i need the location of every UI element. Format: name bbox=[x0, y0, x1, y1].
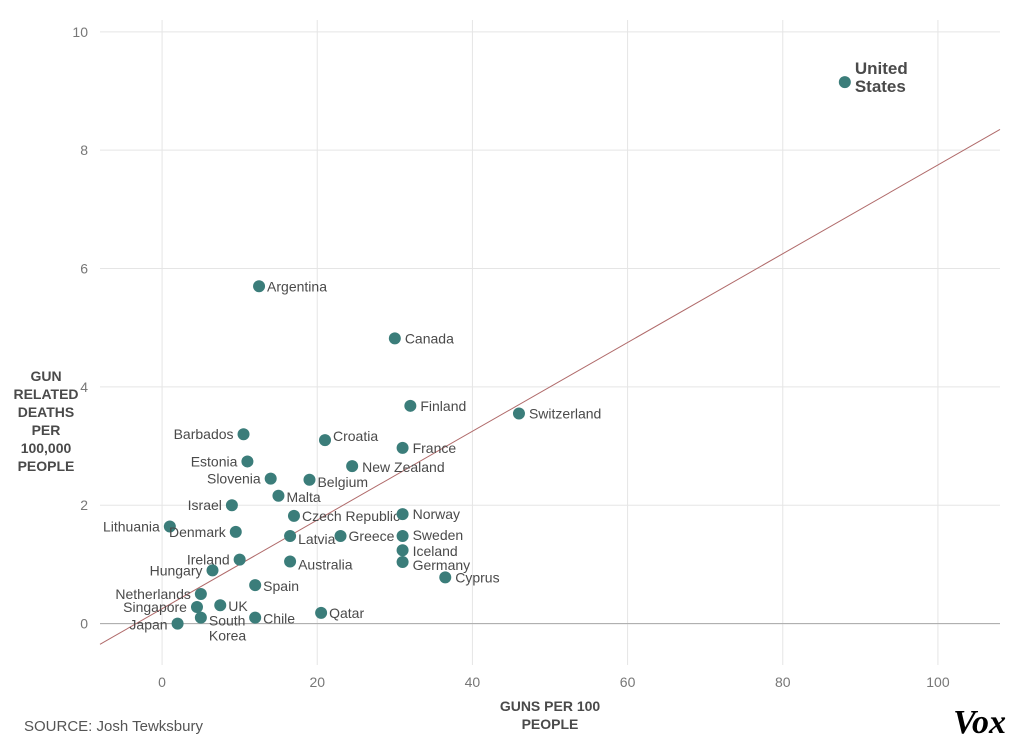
point-argentina bbox=[253, 280, 265, 292]
point-czech-republic bbox=[288, 510, 300, 522]
point-iceland bbox=[397, 544, 409, 556]
chart-background bbox=[0, 0, 1024, 747]
scatter-chart: { "canvas": { "width": 1024, "height": 7… bbox=[0, 0, 1024, 747]
point-cyprus bbox=[439, 571, 451, 583]
point-hungary bbox=[207, 564, 219, 576]
label-new-zealand: New Zealand bbox=[362, 459, 445, 475]
point-chile bbox=[249, 612, 261, 624]
label-barbados: Barbados bbox=[174, 426, 234, 442]
point-spain bbox=[249, 579, 261, 591]
point-sweden bbox=[397, 530, 409, 542]
label-chile: Chile bbox=[263, 611, 295, 627]
point-south-korea bbox=[195, 612, 207, 624]
label-switzerland: Switzerland bbox=[529, 406, 601, 422]
point-uk bbox=[214, 599, 226, 611]
label-estonia: Estonia bbox=[191, 453, 238, 469]
label-belgium: Belgium bbox=[317, 474, 368, 490]
label-latvia: Latvia bbox=[298, 531, 336, 547]
label-croatia: Croatia bbox=[333, 428, 378, 444]
label-slovenia: Slovenia bbox=[207, 471, 261, 487]
point-singapore bbox=[191, 601, 203, 613]
point-latvia bbox=[284, 530, 296, 542]
point-greece bbox=[335, 530, 347, 542]
label-qatar: Qatar bbox=[329, 605, 364, 621]
point-belgium bbox=[303, 474, 315, 486]
label-hungary: Hungary bbox=[150, 562, 203, 578]
point-australia bbox=[284, 555, 296, 567]
point-qatar bbox=[315, 607, 327, 619]
y-tick: 4 bbox=[80, 379, 88, 395]
label-norway: Norway bbox=[413, 506, 460, 522]
y-tick: 0 bbox=[80, 616, 88, 632]
x-tick: 0 bbox=[158, 674, 166, 690]
label-denmark: Denmark bbox=[169, 524, 227, 540]
label-south-korea: SouthKorea bbox=[209, 613, 247, 644]
x-tick: 40 bbox=[465, 674, 481, 690]
label-cyprus: Cyprus bbox=[455, 569, 499, 585]
label-singapore: Singapore bbox=[123, 599, 187, 615]
point-japan bbox=[172, 618, 184, 630]
label-finland: Finland bbox=[420, 398, 466, 414]
label-japan: Japan bbox=[129, 617, 167, 633]
point-malta bbox=[272, 490, 284, 502]
label-canada: Canada bbox=[405, 330, 454, 346]
y-tick: 6 bbox=[80, 261, 88, 277]
label-united-states: UnitedStates bbox=[855, 59, 908, 96]
x-tick: 60 bbox=[620, 674, 636, 690]
label-australia: Australia bbox=[298, 556, 353, 572]
chart-svg: 0 20 40 60 80 100 0 2 4 6 8 10 UnitedStates Argentina… bbox=[0, 0, 1024, 747]
point-germany bbox=[397, 556, 409, 568]
brand-logo: Vox bbox=[953, 704, 1006, 741]
point-switzerland bbox=[513, 408, 525, 420]
y-tick: 8 bbox=[80, 142, 88, 158]
point-canada bbox=[389, 332, 401, 344]
point-ireland bbox=[234, 554, 246, 566]
point-barbados bbox=[238, 428, 250, 440]
label-malta: Malta bbox=[286, 489, 320, 505]
label-israel: Israel bbox=[188, 497, 222, 513]
x-tick: 100 bbox=[926, 674, 950, 690]
point-estonia bbox=[241, 455, 253, 467]
label-france: France bbox=[413, 440, 457, 456]
point-france bbox=[397, 442, 409, 454]
y-tick: 10 bbox=[72, 24, 88, 40]
label-sweden: Sweden bbox=[413, 527, 464, 543]
point-denmark bbox=[230, 526, 242, 538]
label-czech-republic: Czech Republic bbox=[302, 508, 400, 524]
x-tick: 80 bbox=[775, 674, 791, 690]
point-finland bbox=[404, 400, 416, 412]
point-norway bbox=[397, 508, 409, 520]
point-new-zealand bbox=[346, 460, 358, 472]
label-spain: Spain bbox=[263, 578, 299, 594]
point-united-states bbox=[839, 76, 851, 88]
point-netherlands bbox=[195, 588, 207, 600]
label-lithuania: Lithuania bbox=[103, 519, 160, 535]
label-argentina: Argentina bbox=[267, 278, 327, 294]
point-croatia bbox=[319, 434, 331, 446]
point-israel bbox=[226, 499, 238, 511]
y-tick: 2 bbox=[80, 497, 88, 513]
source-text: SOURCE: Josh Tewksbury bbox=[24, 718, 203, 735]
label-greece: Greece bbox=[349, 528, 395, 544]
point-slovenia bbox=[265, 473, 277, 485]
x-tick: 20 bbox=[309, 674, 325, 690]
